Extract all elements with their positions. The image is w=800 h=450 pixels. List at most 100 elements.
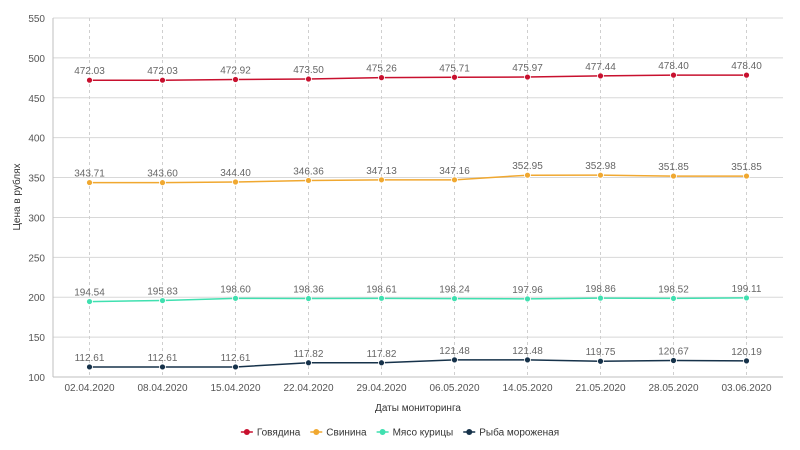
data-point[interactable] [597, 294, 604, 302]
grid [52, 17, 783, 378]
data-point[interactable] [670, 295, 677, 302]
data-point[interactable] [451, 356, 458, 364]
data-label: 120.67 [658, 347, 689, 358]
data-label: 351.85 [658, 162, 689, 173]
legend-item[interactable]: Свинина [310, 428, 367, 439]
data-label: 198.24 [439, 285, 470, 296]
data-label: 343.60 [147, 169, 178, 180]
data-label: 112.61 [75, 353, 105, 364]
data-point[interactable] [159, 179, 166, 187]
data-label: 198.61 [366, 284, 397, 295]
data-label: 472.03 [147, 66, 178, 77]
data-point[interactable] [451, 176, 458, 184]
data-label: 475.26 [366, 64, 397, 75]
data-point[interactable] [305, 75, 312, 83]
series-layer: 472.03 472.03 472.92 473.50 475.26 475.71 475.… [74, 61, 762, 371]
series-line [89, 74, 747, 81]
data-point[interactable] [670, 71, 677, 79]
data-label: 195.83 [147, 287, 178, 298]
series-group: 194.54 195.83 198.60 198.36 198.61 198.24 197.… [74, 284, 762, 305]
x-axis-ticks: 02.04.2020 08.04.2020 15.04.2020 22.04.2020… [64, 383, 771, 394]
data-label: 472.03 [74, 66, 105, 77]
x-tick-label: 22.04.2020 [283, 383, 333, 394]
x-tick-label: 21.05.2020 [575, 383, 625, 394]
data-point[interactable] [670, 172, 677, 180]
x-tick-label: 29.04.2020 [356, 383, 406, 394]
data-point[interactable] [597, 171, 604, 179]
data-label: 120.19 [731, 347, 762, 358]
data-point[interactable] [743, 294, 750, 302]
data-label: 198.60 [220, 284, 251, 295]
data-point[interactable] [451, 295, 458, 303]
series-group: 472.03 472.03 472.92 473.50 475.26 475.71 475.… [74, 61, 762, 84]
x-tick-label: 03.06.2020 [721, 383, 771, 394]
legend-label: Мясо курицы [393, 428, 454, 439]
data-point[interactable] [305, 359, 312, 367]
data-point[interactable] [86, 363, 93, 371]
legend-item[interactable]: Говядина [240, 428, 301, 439]
data-point[interactable] [743, 172, 750, 180]
data-point[interactable] [378, 359, 385, 367]
data-label: 197.96 [512, 285, 543, 296]
series-line [89, 359, 747, 368]
data-label: 199.11 [732, 284, 762, 295]
data-point[interactable] [305, 295, 312, 302]
data-point[interactable] [232, 76, 239, 83]
data-point[interactable] [378, 294, 385, 302]
legend-marker-dot [466, 429, 473, 435]
legend-item[interactable]: Мясо курицы [376, 428, 454, 439]
data-label: 198.36 [293, 285, 324, 296]
y-axis-ticks: 100 150 200 250 300 350 400 450 500 550 [28, 14, 45, 384]
y-axis-title: Цена в рублях [11, 163, 23, 230]
data-point[interactable] [232, 363, 239, 371]
data-point[interactable] [86, 76, 93, 84]
data-point[interactable] [159, 297, 166, 304]
y-tick-label: 350 [28, 174, 45, 185]
x-tick-label: 02.04.2020 [64, 383, 114, 394]
data-point[interactable] [159, 363, 166, 371]
data-label: 198.86 [585, 284, 616, 295]
data-point[interactable] [524, 356, 531, 364]
data-label: 475.97 [512, 63, 543, 74]
data-point[interactable] [232, 178, 239, 186]
data-point[interactable] [451, 73, 458, 81]
data-label: 112.61 [221, 353, 251, 364]
y-tick-label: 550 [28, 14, 45, 25]
data-point[interactable] [743, 71, 750, 79]
legend-label: Рыба мороженая [479, 427, 559, 439]
data-label: 478.40 [658, 61, 689, 72]
data-point[interactable] [597, 72, 604, 80]
data-label: 472.92 [220, 65, 251, 76]
data-point[interactable] [86, 298, 93, 305]
data-label: 473.50 [293, 65, 324, 76]
data-point[interactable] [597, 357, 604, 365]
data-point[interactable] [86, 179, 93, 186]
data-point[interactable] [524, 171, 531, 179]
x-tick-label: 15.04.2020 [210, 383, 260, 394]
data-label: 475.71 [439, 63, 470, 74]
legend-item[interactable]: Рыба мороженая [463, 427, 559, 439]
data-point[interactable] [524, 73, 531, 81]
data-label: 351.85 [731, 162, 762, 173]
data-point[interactable] [159, 76, 166, 84]
legend-label: Говядина [257, 428, 301, 439]
data-point[interactable] [305, 177, 312, 184]
data-label: 352.98 [585, 161, 616, 172]
legend-marker-dot [243, 429, 250, 435]
data-label: 112.61 [148, 353, 178, 364]
x-tick-label: 28.05.2020 [648, 383, 698, 394]
data-point[interactable] [378, 176, 385, 184]
data-point[interactable] [743, 357, 750, 365]
series-line [89, 174, 747, 184]
data-label: 477.44 [585, 62, 616, 73]
x-tick-label: 06.05.2020 [429, 383, 479, 394]
data-point[interactable] [232, 294, 239, 302]
series-group: 343.71 343.60 344.40 346.36 347.13 347.16 352.… [74, 161, 762, 187]
data-label: 117.82 [294, 349, 324, 360]
data-point[interactable] [524, 295, 531, 303]
data-point[interactable] [670, 357, 677, 364]
data-label: 117.82 [367, 349, 397, 360]
data-point[interactable] [378, 74, 385, 82]
data-label: 347.13 [366, 166, 397, 177]
series-group: 112.61 112.61 112.61 117.82 117.82 121.48 121.… [75, 346, 762, 371]
